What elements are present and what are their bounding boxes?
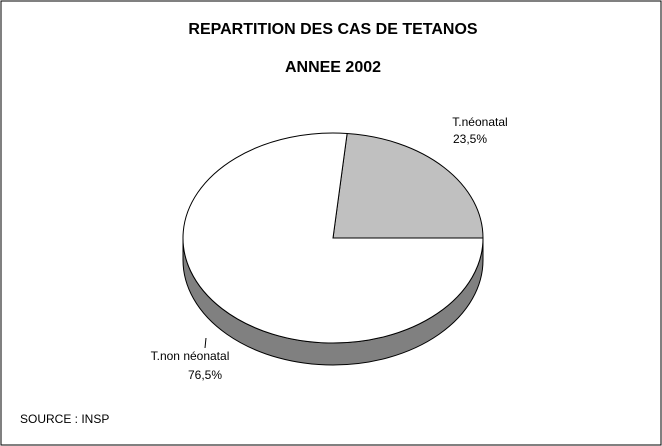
slice-value-label: 23,5% — [453, 132, 487, 146]
pie-slice — [182, 132, 484, 344]
chart-subtitle: ANNEE 2002 — [285, 59, 381, 76]
pie-slice — [332, 132, 484, 239]
slice-label: T.non néonatal — [151, 349, 230, 363]
slice-label: T.néonatal — [452, 115, 507, 129]
chart-title: REPARTITION DES CAS DE TETANOS — [188, 21, 478, 38]
pie — [182, 132, 484, 366]
leader-line — [204, 337, 207, 349]
source-note: SOURCE : INSP — [20, 412, 109, 426]
slice-value-label: 76,5% — [188, 368, 222, 382]
